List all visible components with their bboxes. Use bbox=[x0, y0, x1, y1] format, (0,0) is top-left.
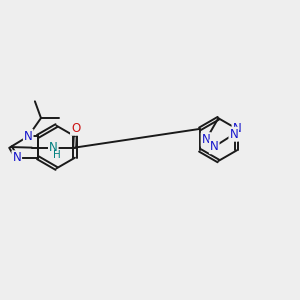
Text: N: N bbox=[232, 122, 241, 135]
Text: H: H bbox=[53, 150, 61, 160]
Text: N: N bbox=[230, 128, 238, 141]
Text: N: N bbox=[210, 140, 219, 153]
Text: N: N bbox=[12, 151, 21, 164]
Text: N: N bbox=[49, 141, 58, 154]
Text: N: N bbox=[24, 130, 33, 143]
Text: O: O bbox=[71, 122, 80, 135]
Text: N: N bbox=[202, 133, 210, 146]
